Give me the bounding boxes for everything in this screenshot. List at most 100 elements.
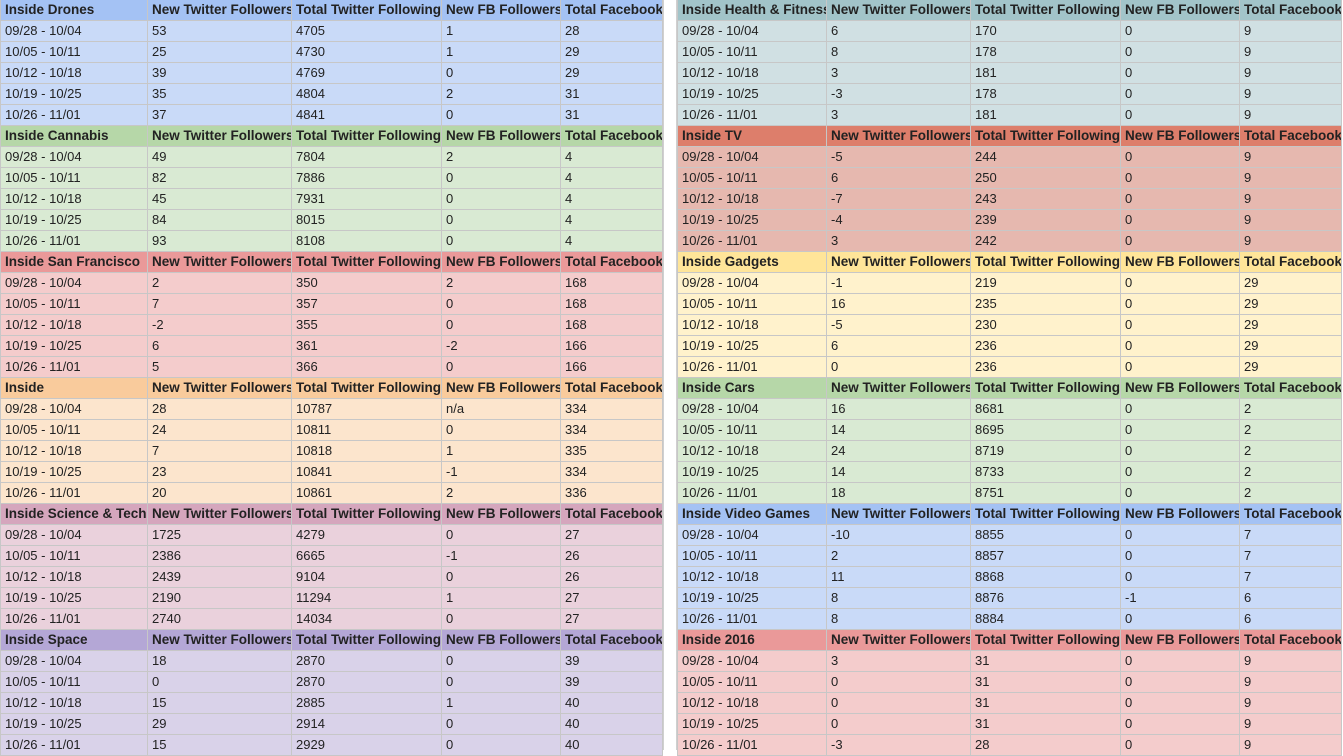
value-cell-new-twitter-followers[interactable]: 7 xyxy=(148,441,292,462)
value-cell-total-twitter-following[interactable]: 239 xyxy=(971,210,1121,231)
value-cell-total-facebook[interactable]: 334 xyxy=(561,420,663,441)
value-cell-new-fb-followers[interactable]: 0 xyxy=(1121,672,1240,693)
column-header-new-twitter-followers[interactable]: New Twitter Followers xyxy=(148,252,292,273)
column-header-total-facebook[interactable]: Total Facebook xyxy=(561,504,663,525)
value-cell-total-twitter-following[interactable]: 4769 xyxy=(292,63,442,84)
value-cell-new-fb-followers[interactable]: 2 xyxy=(442,147,561,168)
value-cell-total-facebook[interactable]: 27 xyxy=(561,525,663,546)
value-cell-new-twitter-followers[interactable]: 8 xyxy=(827,588,971,609)
date-range-cell[interactable]: 10/19 - 10/25 xyxy=(677,336,827,357)
value-cell-new-twitter-followers[interactable]: 16 xyxy=(827,399,971,420)
value-cell-total-facebook[interactable]: 4 xyxy=(561,168,663,189)
value-cell-new-twitter-followers[interactable]: 35 xyxy=(148,84,292,105)
value-cell-new-twitter-followers[interactable]: 0 xyxy=(827,714,971,735)
column-header-total-twitter-following[interactable]: Total Twitter Following xyxy=(971,126,1121,147)
value-cell-new-twitter-followers[interactable]: 6 xyxy=(827,21,971,42)
value-cell-total-facebook[interactable]: 40 xyxy=(561,735,663,756)
column-header-total-facebook[interactable]: Total Facebook xyxy=(1240,126,1342,147)
value-cell-total-twitter-following[interactable]: 242 xyxy=(971,231,1121,252)
value-cell-new-fb-followers[interactable]: 0 xyxy=(1121,21,1240,42)
column-header-new-twitter-followers[interactable]: New Twitter Followers xyxy=(148,126,292,147)
value-cell-total-twitter-following[interactable]: 8868 xyxy=(971,567,1121,588)
date-range-cell[interactable]: 09/28 - 10/04 xyxy=(677,273,827,294)
value-cell-new-fb-followers[interactable]: 0 xyxy=(442,315,561,336)
value-cell-total-twitter-following[interactable]: 8719 xyxy=(971,441,1121,462)
value-cell-new-twitter-followers[interactable]: 93 xyxy=(148,231,292,252)
column-header-total-twitter-following[interactable]: Total Twitter Following xyxy=(292,252,442,273)
column-header-total-twitter-following[interactable]: Total Twitter Following xyxy=(292,0,442,21)
column-header-total-facebook[interactable]: Total Facebook xyxy=(561,126,663,147)
value-cell-new-twitter-followers[interactable]: -3 xyxy=(827,84,971,105)
value-cell-new-fb-followers[interactable]: 0 xyxy=(442,735,561,756)
column-header-total-facebook[interactable]: Total Facebook xyxy=(561,630,663,651)
value-cell-new-twitter-followers[interactable]: 0 xyxy=(148,672,292,693)
value-cell-new-twitter-followers[interactable]: 2 xyxy=(148,273,292,294)
date-range-cell[interactable]: 10/12 - 10/18 xyxy=(677,567,827,588)
value-cell-total-facebook[interactable]: 2 xyxy=(1240,420,1342,441)
column-header-new-fb-followers[interactable]: New FB Followers xyxy=(1121,630,1240,651)
value-cell-new-fb-followers[interactable]: 0 xyxy=(442,210,561,231)
value-cell-new-fb-followers[interactable]: 0 xyxy=(1121,231,1240,252)
value-cell-total-facebook[interactable]: 27 xyxy=(561,609,663,630)
value-cell-total-twitter-following[interactable]: 219 xyxy=(971,273,1121,294)
value-cell-total-facebook[interactable]: 7 xyxy=(1240,546,1342,567)
value-cell-total-twitter-following[interactable]: 235 xyxy=(971,294,1121,315)
column-header-new-fb-followers[interactable]: New FB Followers xyxy=(1121,126,1240,147)
value-cell-new-twitter-followers[interactable]: 3 xyxy=(827,63,971,84)
value-cell-new-twitter-followers[interactable]: 2190 xyxy=(148,588,292,609)
value-cell-new-fb-followers[interactable]: 0 xyxy=(1121,714,1240,735)
value-cell-new-fb-followers[interactable]: 2 xyxy=(442,273,561,294)
date-range-cell[interactable]: 10/26 - 11/01 xyxy=(0,735,148,756)
value-cell-new-fb-followers[interactable]: 0 xyxy=(442,357,561,378)
date-range-cell[interactable]: 10/26 - 11/01 xyxy=(677,105,827,126)
value-cell-new-fb-followers[interactable]: 0 xyxy=(442,189,561,210)
value-cell-total-facebook[interactable]: 9 xyxy=(1240,168,1342,189)
value-cell-new-fb-followers[interactable]: 0 xyxy=(1121,189,1240,210)
value-cell-new-twitter-followers[interactable]: 28 xyxy=(148,399,292,420)
value-cell-total-twitter-following[interactable]: 2914 xyxy=(292,714,442,735)
date-range-cell[interactable]: 10/05 - 10/11 xyxy=(0,294,148,315)
value-cell-total-twitter-following[interactable]: 236 xyxy=(971,357,1121,378)
value-cell-new-twitter-followers[interactable]: -10 xyxy=(827,525,971,546)
value-cell-new-twitter-followers[interactable]: 16 xyxy=(827,294,971,315)
value-cell-new-twitter-followers[interactable]: 6 xyxy=(148,336,292,357)
value-cell-total-twitter-following[interactable]: 8733 xyxy=(971,462,1121,483)
value-cell-new-fb-followers[interactable]: 1 xyxy=(442,588,561,609)
value-cell-total-facebook[interactable]: 29 xyxy=(561,63,663,84)
value-cell-new-fb-followers[interactable]: 0 xyxy=(1121,420,1240,441)
column-header-new-twitter-followers[interactable]: New Twitter Followers xyxy=(827,630,971,651)
value-cell-total-twitter-following[interactable]: 178 xyxy=(971,84,1121,105)
value-cell-total-facebook[interactable]: 9 xyxy=(1240,21,1342,42)
value-cell-total-twitter-following[interactable]: 7931 xyxy=(292,189,442,210)
date-range-cell[interactable]: 09/28 - 10/04 xyxy=(677,651,827,672)
value-cell-total-facebook[interactable]: 335 xyxy=(561,441,663,462)
value-cell-total-facebook[interactable]: 39 xyxy=(561,672,663,693)
value-cell-new-fb-followers[interactable]: 0 xyxy=(442,420,561,441)
value-cell-new-twitter-followers[interactable]: 0 xyxy=(827,693,971,714)
column-header-new-fb-followers[interactable]: New FB Followers xyxy=(442,252,561,273)
value-cell-new-fb-followers[interactable]: 2 xyxy=(442,483,561,504)
value-cell-new-fb-followers[interactable]: 0 xyxy=(1121,210,1240,231)
value-cell-total-twitter-following[interactable]: 8876 xyxy=(971,588,1121,609)
date-range-cell[interactable]: 10/26 - 11/01 xyxy=(677,609,827,630)
value-cell-new-twitter-followers[interactable]: 2439 xyxy=(148,567,292,588)
date-range-cell[interactable]: 10/12 - 10/18 xyxy=(0,315,148,336)
date-range-cell[interactable]: 10/12 - 10/18 xyxy=(677,441,827,462)
column-header-new-twitter-followers[interactable]: New Twitter Followers xyxy=(148,0,292,21)
value-cell-new-fb-followers[interactable]: 0 xyxy=(442,714,561,735)
value-cell-new-fb-followers[interactable]: 0 xyxy=(1121,336,1240,357)
value-cell-total-twitter-following[interactable]: 361 xyxy=(292,336,442,357)
value-cell-total-twitter-following[interactable]: 4730 xyxy=(292,42,442,63)
value-cell-total-twitter-following[interactable]: 31 xyxy=(971,651,1121,672)
value-cell-total-twitter-following[interactable]: 2885 xyxy=(292,693,442,714)
date-range-cell[interactable]: 10/26 - 11/01 xyxy=(0,609,148,630)
value-cell-new-fb-followers[interactable]: 0 xyxy=(1121,147,1240,168)
date-range-cell[interactable]: 09/28 - 10/04 xyxy=(0,21,148,42)
date-range-cell[interactable]: 10/05 - 10/11 xyxy=(677,546,827,567)
value-cell-total-twitter-following[interactable]: 250 xyxy=(971,168,1121,189)
value-cell-total-twitter-following[interactable]: 8695 xyxy=(971,420,1121,441)
value-cell-total-facebook[interactable]: 6 xyxy=(1240,588,1342,609)
value-cell-total-facebook[interactable]: 7 xyxy=(1240,567,1342,588)
value-cell-total-facebook[interactable]: 9 xyxy=(1240,651,1342,672)
section-title-cell[interactable]: Inside Drones xyxy=(0,0,148,21)
